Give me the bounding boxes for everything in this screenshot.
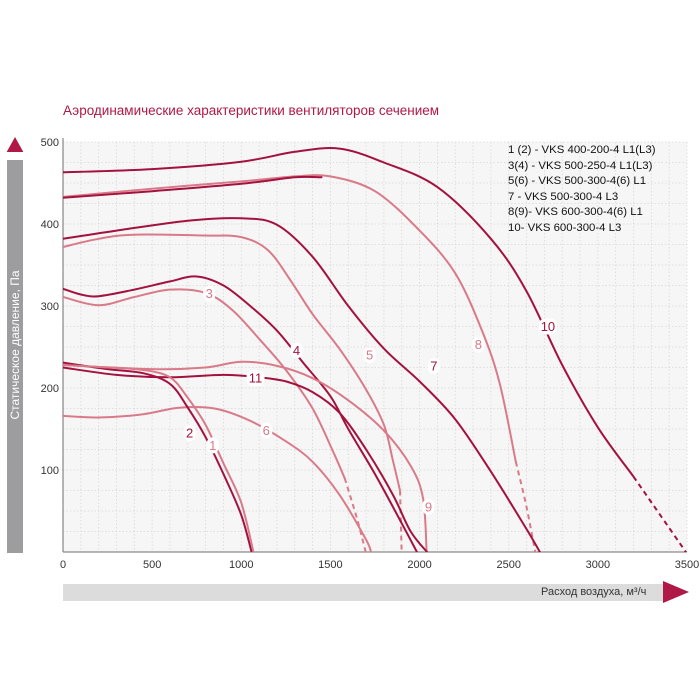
x-tick-label: 500: [143, 559, 161, 571]
y-tick-label: 400: [41, 219, 59, 231]
series-line-7: [63, 217, 542, 552]
y-tick-label: 300: [41, 301, 59, 313]
curve-label: 4: [293, 343, 300, 358]
series-line-5: [63, 233, 401, 492]
y-axis-bar: [7, 160, 23, 553]
x-tick-label: 3000: [586, 559, 610, 571]
curve-label: 11: [249, 371, 263, 386]
y-tick-label: 200: [41, 383, 59, 395]
curve-label: 2: [186, 426, 193, 441]
curve-label: 3: [206, 286, 213, 301]
curve-label: 1: [209, 438, 216, 453]
legend-entry: 7 - VKS 500-300-4 L3: [508, 190, 619, 203]
curve-label: 6: [263, 423, 270, 438]
series-line-6: [63, 405, 372, 552]
x-tick-label: 0: [60, 559, 66, 571]
series-dashed-8: [514, 461, 537, 552]
y-tick-label: 500: [41, 137, 59, 149]
legend: 1 (2) - VKS 400-200-4 L1(L3) 3(4) - VKS …: [508, 143, 656, 237]
curve-label: 5: [366, 348, 373, 363]
series-line-3: [63, 288, 346, 480]
curve-label-bg: [183, 425, 196, 442]
x-tick-label: 3500: [675, 559, 699, 571]
x-axis-bar: [63, 584, 663, 601]
series-line-9: [63, 360, 428, 552]
x-axis-label: Расход воздуха, м³/ч: [541, 586, 647, 598]
y-tick-label: 100: [41, 465, 59, 477]
legend-entry: 3(4) - VKS 500-250-4 L1(L3): [508, 159, 653, 172]
curve-label-bg: [538, 318, 557, 335]
curve-label-bg: [363, 347, 376, 364]
curve-label: 9: [425, 499, 432, 514]
grid: [62, 138, 688, 553]
x-axis-arrow-icon: [663, 581, 689, 603]
curve-label: 7: [430, 358, 437, 373]
chart-title: Аэродинамические характеристики вентилят…: [63, 103, 440, 118]
series-dashed-10: [632, 476, 688, 552]
curve-label-bg: [203, 285, 216, 302]
y-axis-arrow-notch: [5, 152, 25, 160]
curve-label-bg: [290, 342, 303, 359]
curve-label-bg: [246, 370, 265, 387]
legend-entry: 8(9)- VKS 600-300-4(6) L1: [508, 206, 643, 219]
series-line-11: [63, 366, 429, 552]
curve-label: 10: [541, 319, 555, 334]
x-tick-label: 2000: [407, 559, 431, 571]
legend-entry: 1 (2) - VKS 400-200-4 L1(L3): [508, 144, 656, 156]
x-tick-label: 1000: [229, 559, 253, 571]
ticks: 0 500 1000 1500 2000 2500 3000 3500100200300400…: [41, 137, 700, 571]
series-line-4: [63, 275, 419, 552]
curve-label: 8: [475, 337, 482, 352]
curves: [63, 147, 688, 552]
x-tick-label: 2500: [496, 559, 520, 571]
series-line-1: [63, 364, 255, 552]
series-line-8b: [63, 175, 323, 199]
series-line-10: [63, 147, 635, 478]
curve-label-bg: [427, 357, 440, 374]
legend-entry: 5(6) - VKS 500-300-4(6) L1: [508, 175, 647, 188]
series-dashed-3: [343, 477, 367, 552]
x-tick-label: 1500: [318, 559, 342, 571]
series-line-2: [63, 361, 253, 552]
y-axis-arrow-icon: [5, 137, 25, 155]
curve-label-bg: [422, 498, 435, 515]
curve-label-bg: [206, 437, 219, 454]
curve-label-bg: [472, 336, 485, 353]
curve-labels: 10 8 7 5 4 3 11 6 2 1 9: [183, 285, 557, 515]
series-line-8: [63, 174, 517, 463]
curve-label-bg: [260, 422, 273, 439]
legend-entry: 10- VKS 600-300-4 L3: [508, 221, 622, 234]
